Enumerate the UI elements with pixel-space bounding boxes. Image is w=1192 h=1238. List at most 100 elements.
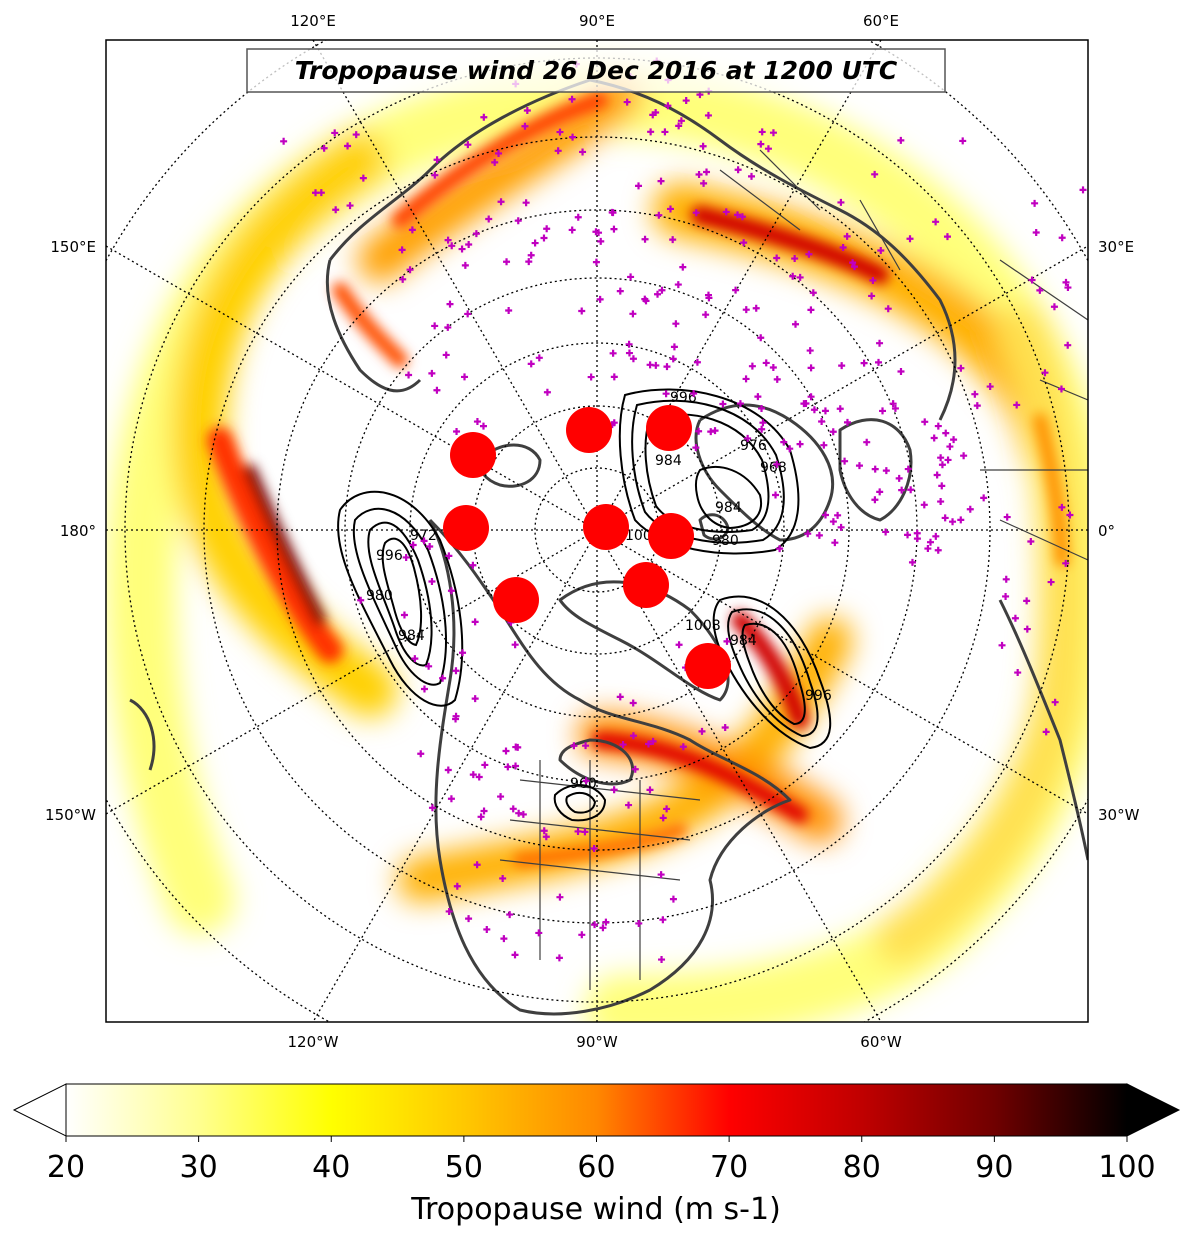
station-marker: [831, 539, 839, 547]
station-marker: [448, 242, 456, 250]
station-marker: [627, 273, 635, 281]
station-marker: [1066, 511, 1074, 519]
station-marker: [821, 511, 829, 519]
station-marker: [1013, 401, 1021, 409]
station-marker: [452, 715, 460, 723]
station-marker: [519, 810, 527, 818]
station-marker: [398, 246, 406, 254]
station-marker: [420, 537, 428, 545]
station-marker: [1057, 385, 1065, 393]
station-marker: [521, 122, 529, 130]
station-marker: [959, 137, 967, 145]
station-marker: [769, 129, 777, 137]
station-marker: [692, 209, 700, 217]
station-marker: [669, 236, 677, 244]
station-marker: [868, 292, 876, 300]
station-marker: [495, 149, 503, 157]
station-marker: [882, 528, 890, 536]
station-marker: [522, 199, 530, 207]
feature-marker: [443, 505, 489, 551]
station-marker: [497, 198, 505, 206]
station-marker: [465, 915, 473, 923]
contour-label: 960: [570, 776, 597, 792]
station-marker: [616, 693, 624, 701]
station-marker: [425, 662, 433, 670]
station-marker: [646, 786, 654, 794]
station-marker: [444, 236, 452, 244]
station-marker: [1011, 614, 1019, 622]
station-marker: [402, 553, 410, 561]
station-marker: [616, 287, 624, 295]
station-marker: [869, 276, 877, 284]
station-marker: [675, 641, 683, 649]
station-marker: [938, 461, 946, 469]
station-marker: [554, 147, 562, 155]
station-marker: [884, 305, 892, 313]
station-marker: [780, 438, 788, 446]
station-marker: [459, 649, 467, 657]
station-marker: [877, 247, 885, 255]
station-marker: [331, 129, 339, 137]
coast-africa: [998, 599, 1088, 861]
station-marker: [807, 364, 815, 372]
station-marker: [943, 233, 951, 241]
station-marker: [677, 117, 685, 125]
coast-asia: [328, 78, 957, 421]
station-marker: [946, 443, 954, 451]
station-marker: [758, 404, 766, 412]
station-marker: [511, 951, 519, 959]
station-marker: [599, 924, 607, 932]
station-marker: [669, 895, 677, 903]
station-marker: [428, 369, 436, 377]
meridian-label: 60°E: [863, 12, 899, 30]
station-marker: [818, 417, 826, 425]
station-marker: [535, 929, 543, 937]
station-marker: [445, 907, 453, 915]
feature-markers: [443, 405, 731, 689]
meridian-label: 60°W: [860, 1033, 902, 1051]
station-marker: [1032, 229, 1040, 237]
meridian-labels: 120°E 90°E 60°E 120°W 90°W 60°W 150°E 18…: [45, 12, 1140, 1051]
station-marker: [908, 558, 916, 566]
station-marker: [815, 531, 823, 539]
station-marker: [452, 667, 460, 675]
station-marker: [461, 373, 469, 381]
station-marker: [736, 400, 744, 408]
station-marker: [876, 339, 884, 347]
station-marker: [409, 541, 417, 549]
station-marker: [944, 456, 952, 464]
station-marker: [477, 813, 485, 821]
coast-scandinavia: [838, 418, 913, 522]
station-marker: [957, 364, 965, 372]
station-marker: [895, 474, 903, 482]
meridian-label: 180°: [60, 522, 96, 540]
station-marker: [907, 486, 915, 494]
station-marker: [609, 209, 617, 217]
station-marker: [1027, 538, 1035, 546]
station-marker: [542, 833, 550, 841]
station-marker: [876, 488, 884, 496]
station-marker: [773, 254, 781, 262]
contour-label: 984: [398, 628, 425, 644]
station-marker: [836, 405, 844, 413]
station-marker: [629, 732, 637, 740]
station-marker: [481, 761, 489, 769]
station-marker: [1014, 669, 1022, 677]
station-marker: [1036, 286, 1044, 294]
station-marker: [898, 486, 906, 494]
coast-hudson: [558, 738, 634, 786]
station-marker: [657, 177, 665, 185]
station-marker: [773, 375, 781, 383]
station-marker: [511, 641, 519, 649]
station-marker: [464, 141, 472, 149]
station-marker: [447, 587, 455, 595]
station-marker: [897, 136, 905, 144]
station-marker: [514, 217, 522, 225]
station-marker: [662, 390, 670, 398]
station-marker: [420, 685, 428, 693]
station-marker: [535, 354, 543, 362]
station-marker: [635, 182, 643, 190]
station-marker: [759, 419, 767, 427]
station-marker: [1047, 578, 1055, 586]
map-frame: [105, 39, 1089, 1023]
